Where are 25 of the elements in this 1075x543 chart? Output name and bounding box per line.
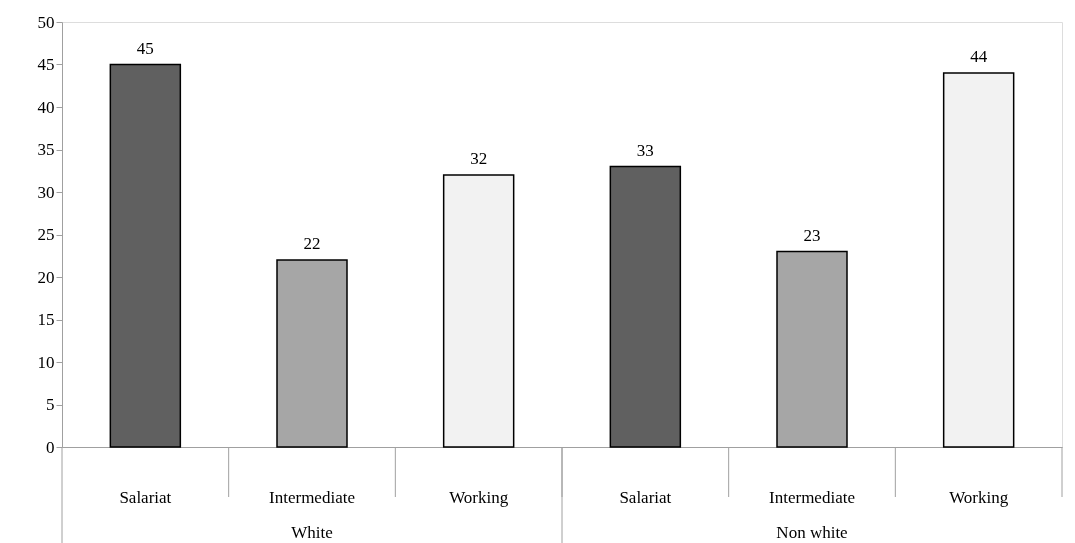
x-tick-label: Intermediate bbox=[769, 487, 855, 507]
x-tick-label: Salariat bbox=[119, 487, 172, 507]
data-label: 44 bbox=[970, 47, 988, 66]
data-label: 23 bbox=[803, 225, 821, 245]
data-label: 45 bbox=[136, 38, 154, 58]
y-tick-label: 10 bbox=[37, 352, 55, 372]
y-tick-label: 0 bbox=[46, 437, 55, 457]
y-tick-label: 50 bbox=[37, 12, 55, 32]
y-tick-label: 45 bbox=[37, 55, 55, 74]
data-label: 32 bbox=[470, 149, 488, 168]
y-tick-label: 15 bbox=[37, 310, 55, 329]
data-label: 22 bbox=[303, 234, 321, 253]
data-label: 33 bbox=[636, 140, 654, 160]
x-tick-label: Intermediate bbox=[269, 487, 355, 507]
text: White bbox=[291, 523, 333, 542]
y-tick-label: 25 bbox=[37, 225, 55, 244]
y-tick-label: 40 bbox=[37, 97, 55, 117]
y-tick-label: 5 bbox=[46, 395, 55, 414]
text: Non white bbox=[776, 523, 848, 542]
y-tick-label: 35 bbox=[37, 140, 55, 159]
y-tick-label: 20 bbox=[37, 267, 55, 287]
x-tick-label: Working bbox=[449, 487, 509, 507]
x-tick-label: Salariat bbox=[619, 487, 672, 507]
y-tick-label: 30 bbox=[37, 182, 55, 202]
x-tick-label: Working bbox=[949, 487, 1009, 507]
